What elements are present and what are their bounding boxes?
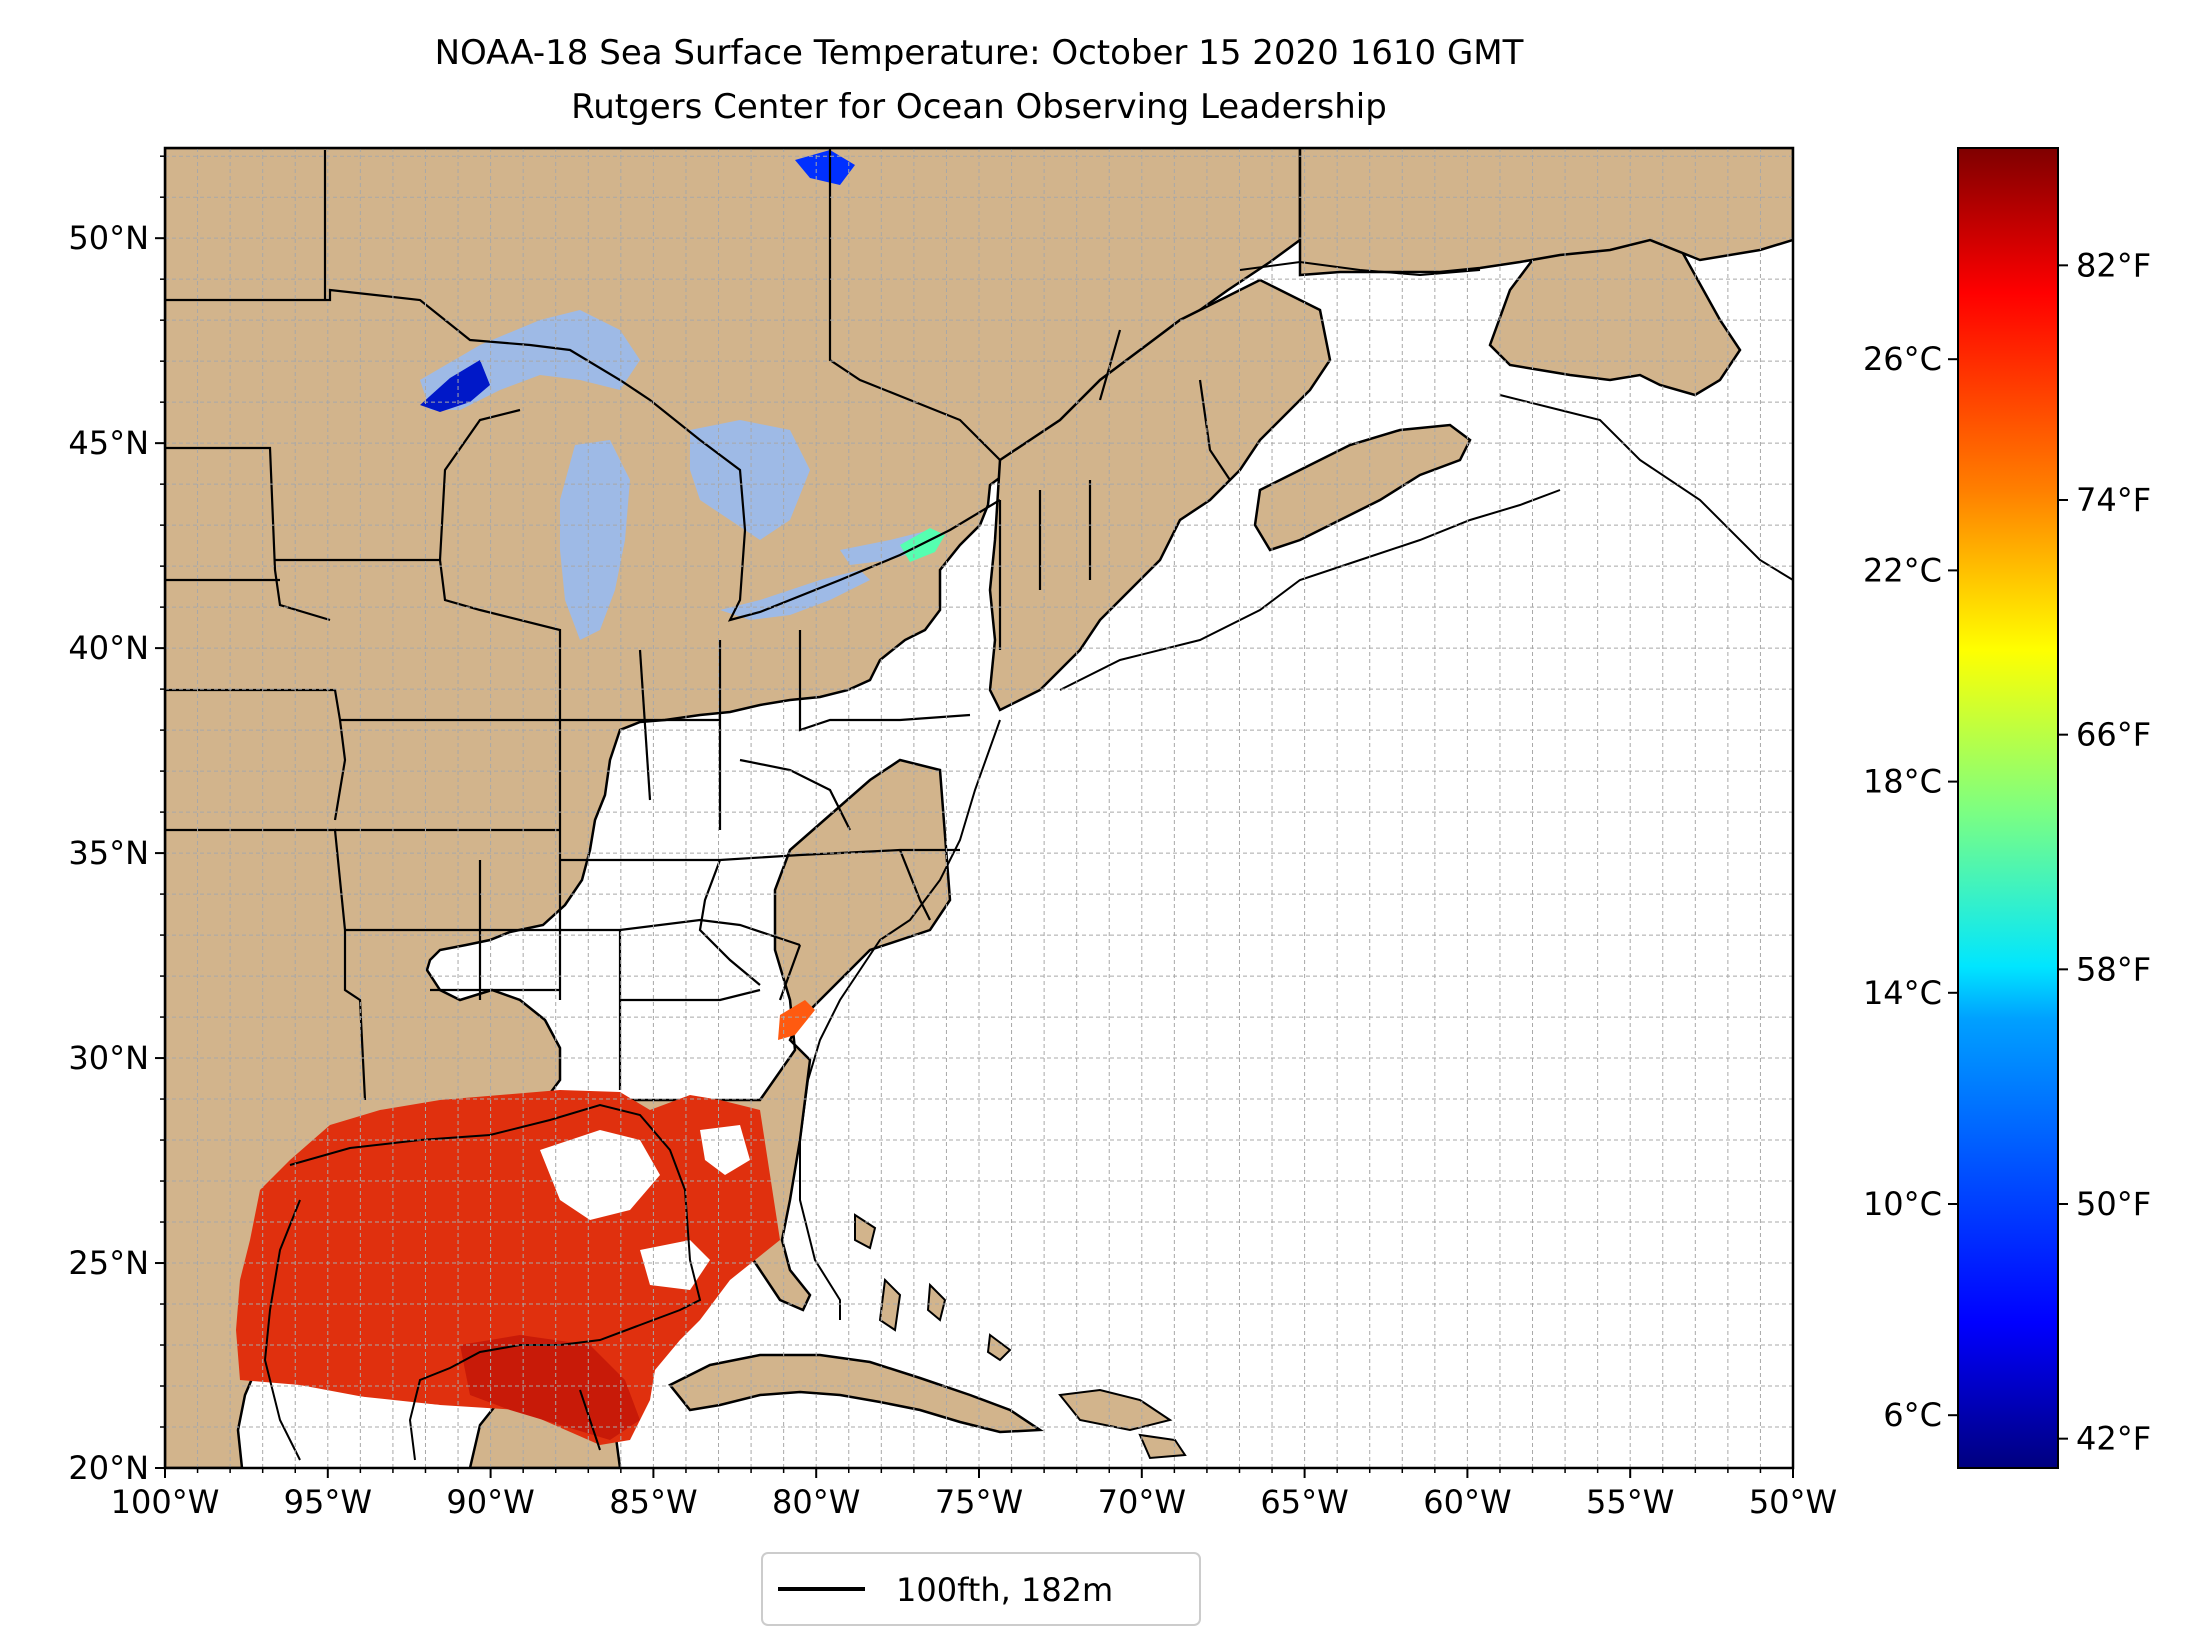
longitude-axis: 100°W 95°W 90°W 85°W 80°W 75°W 70°W 65°W 60°W 55°… [111,1468,1837,1521]
colorbar-gradient [1957,147,2059,1469]
colorbar-celsius-label: 14°C [1863,974,1942,1012]
colorbar-fahrenheit-label: 82°F [2076,246,2151,284]
lat-tick-label: 20°N [68,1449,149,1487]
colorbar-fahrenheit-label: 66°F [2076,716,2151,754]
lat-tick-label: 25°N [68,1244,149,1282]
lon-tick-label: 85°W [609,1483,697,1521]
lon-tick-label: 70°W [1098,1483,1186,1521]
lon-tick-label: 55°W [1586,1483,1674,1521]
map-gridlines [165,148,1793,1468]
lon-tick-label: 60°W [1423,1483,1511,1521]
lake-sst-ontario [900,528,945,562]
lon-tick-label: 75°W [935,1483,1023,1521]
title-line-1: NOAA-18 Sea Surface Temperature: October… [435,33,1524,73]
land-nova-scotia [1253,423,1472,552]
lat-tick-label: 45°N [68,424,149,462]
gulf-sst-warm-patch [460,1335,640,1440]
lon-tick-label: 95°W [284,1483,372,1521]
sst-carolina-coast [778,1000,815,1040]
land-quebec-north [1298,148,1793,277]
lat-tick-label: 50°N [68,219,149,257]
great-lakes [420,310,935,640]
legend-box [761,1552,1201,1626]
colorbar-fahrenheit-label: 42°F [2076,1420,2151,1458]
lon-tick-label: 100°W [111,1483,220,1521]
lon-tick-label: 65°W [1260,1483,1348,1521]
lon-tick-label: 90°W [446,1483,534,1521]
legend: 100fth, 182m [761,1552,1201,1626]
colorbar-fahrenheit-axis: 42°F 50°F 58°F 66°F 74°F 82°F [2058,246,2151,1458]
colorbar: 6°C 10°C 14°C 18°C 22°C 26°C 42°F 50°F 58°F 66°F… [1863,147,2151,1469]
colorbar-celsius-axis: 6°C 10°C 14°C 18°C 22°C 26°C [1863,340,1958,1434]
colorbar-celsius-label: 6°C [1883,1396,1942,1434]
lat-tick-label: 30°N [68,1039,149,1077]
colorbar-fahrenheit-label: 74°F [2076,481,2151,519]
political-borders [165,148,1231,1101]
latitude-axis: 20°N 25°N 30°N 35°N 40°N 45°N 50°N [68,155,165,1487]
colorbar-celsius-label: 26°C [1863,340,1942,378]
lon-tick-label: 50°W [1749,1483,1837,1521]
colorbar-celsius-label: 18°C [1863,763,1942,801]
land-cuba [668,1353,1044,1434]
legend-label: 100fth, 182m [896,1571,1113,1609]
colorbar-fahrenheit-label: 58°F [2076,950,2151,988]
lat-tick-label: 40°N [68,629,149,667]
lon-tick-label: 80°W [772,1483,860,1521]
colorbar-celsius-label: 22°C [1863,551,1942,589]
colorbar-fahrenheit-label: 50°F [2076,1185,2151,1223]
lake-sst-small [795,150,855,185]
land-bahamas [854,1213,1187,1460]
title-line-2: Rutgers Center for Ocean Observing Leade… [571,87,1387,127]
lake-sst-superior [420,360,490,412]
lat-tick-label: 35°N [68,834,149,872]
colorbar-celsius-label: 10°C [1863,1185,1942,1223]
isobath-100fth [263,260,1793,1461]
